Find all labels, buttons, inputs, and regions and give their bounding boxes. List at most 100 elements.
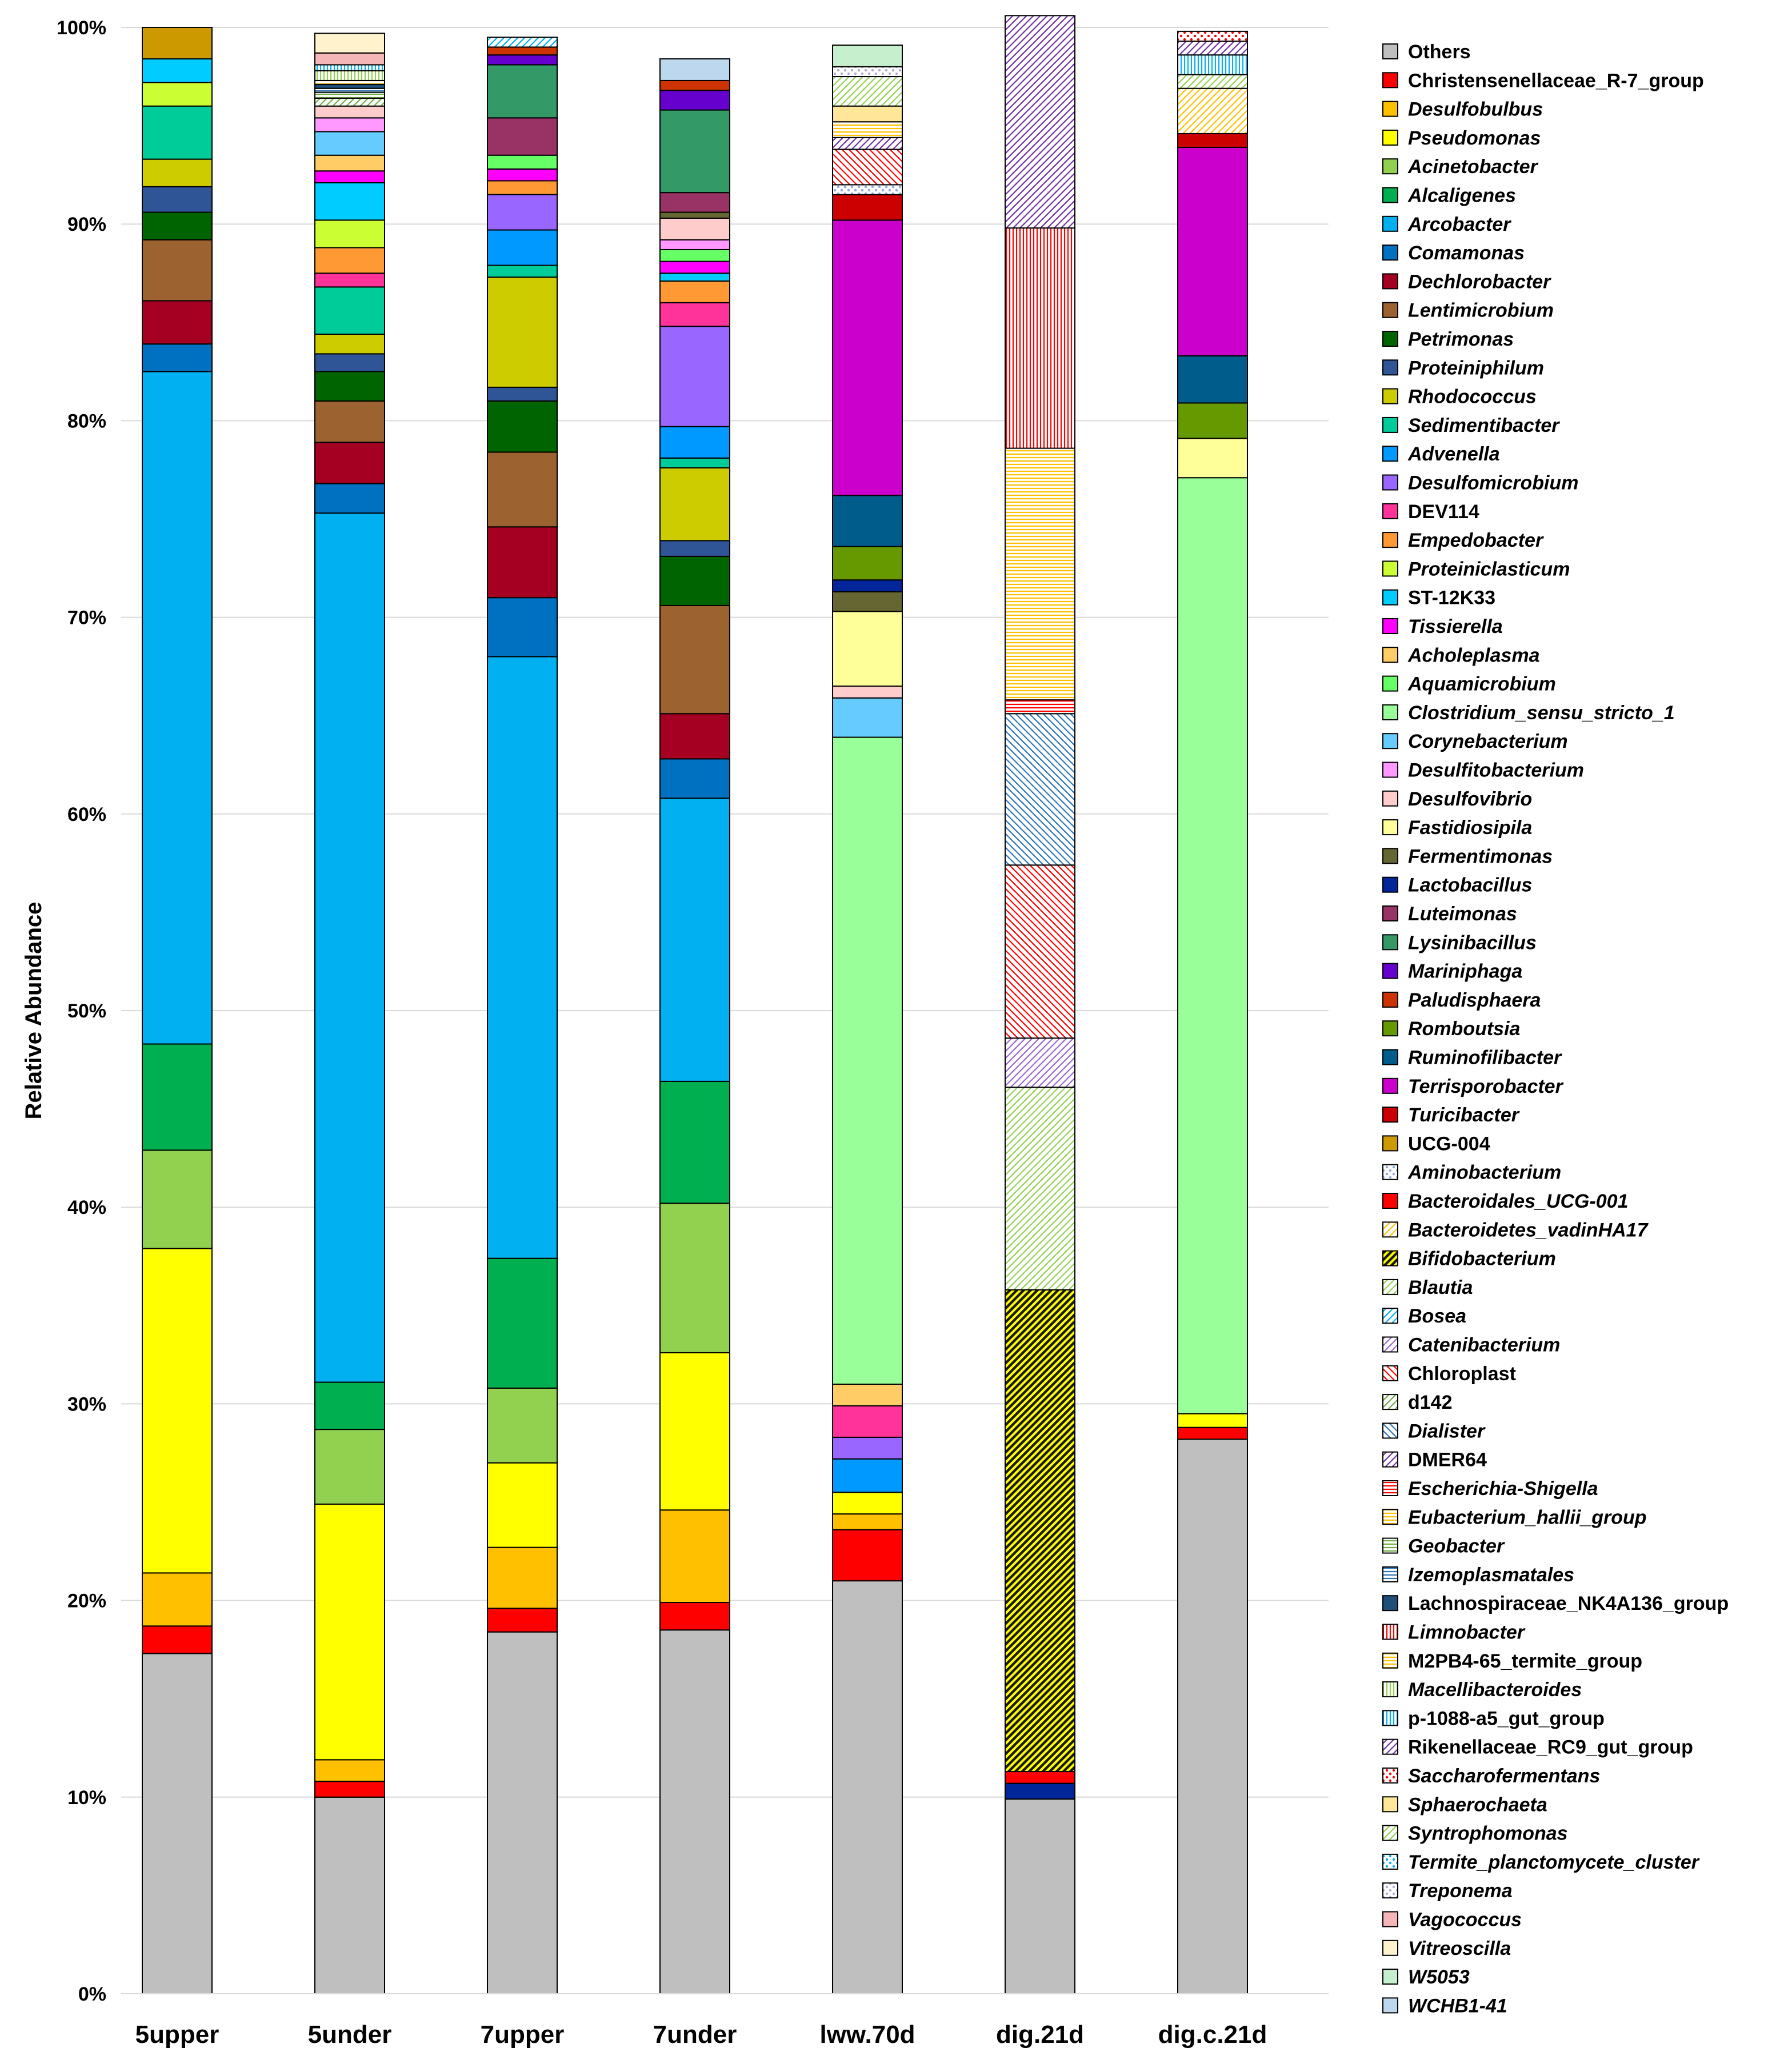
y-tick-label: 50% [67,1000,106,1022]
legend-item: Arcobacter [1382,214,1511,235]
legend-swatch [1382,991,1398,1008]
bar-segment [1005,447,1075,701]
legend-swatch [1382,1911,1398,1927]
legend-swatch [1382,101,1398,117]
legend-label: Fastidiosipila [1408,817,1532,839]
legend-swatch [1382,934,1398,951]
legend-swatch [1382,1853,1398,1870]
legend-item: DEV114 [1382,501,1479,523]
legend-swatch [1382,905,1398,921]
bar-segment [659,260,730,274]
bar-segment [314,219,385,249]
legend-swatch [1382,129,1398,146]
bar-segment [659,272,730,282]
bars [142,15,1248,1995]
bar-segment [832,137,903,150]
bar-segment [142,82,213,107]
bar-segment [142,371,213,1045]
bar-segment [314,79,385,85]
bar-segment [487,180,558,195]
legend-swatch [1382,388,1398,404]
x-tick-label: dig.c.21d [1158,2021,1267,2049]
bar-segment [314,52,385,66]
legend-label: Syntrophomonas [1408,1823,1568,1845]
legend-label: Turicibacter [1408,1104,1520,1126]
bar-segment [659,457,730,469]
bar-segment [142,1572,213,1627]
bar-segment [1177,1426,1248,1440]
legend-label: Limnobacter [1408,1622,1526,1644]
bar-segment [832,149,903,186]
legend-item: Luteimonas [1382,903,1517,925]
bar-segment [314,512,385,1383]
legend-swatch [1382,762,1398,778]
legend-label: Treponema [1408,1880,1513,1902]
bar-segment [314,371,385,402]
legend-swatch [1382,1796,1398,1813]
bar-segment [487,386,558,402]
bar-segment [142,1149,213,1249]
bar-segment [832,184,903,195]
legend-swatch [1382,1624,1398,1640]
bar-segment [314,353,385,372]
legend-item: Bosea [1382,1305,1466,1327]
legend-item: Fermentimonas [1382,845,1553,867]
legend-item: Lysinibacillus [1382,932,1537,953]
bar-segment [314,1503,385,1761]
legend-label: p-1088-a5_gut_group [1408,1708,1605,1729]
legend-item: Sedimentibacter [1382,415,1560,436]
legend-item: Petrimonas [1382,328,1514,350]
legend-label: Romboutsia [1408,1018,1520,1040]
legend-label: Proteiniclasticum [1408,558,1570,580]
legend-item: W5053 [1382,1966,1470,1988]
legend-item: Syntrophomonas [1382,1823,1568,1845]
bar-segment [1177,146,1248,356]
legend: Others Christensenellaceae_R-7_group Desul… [1382,41,1729,2017]
legend-item: Escherichia-Shigella [1382,1478,1598,1500]
bar-segment [314,83,385,89]
x-tick-label: 7upper [481,2021,565,2049]
legend-swatch [1382,273,1398,290]
bar-segment [659,192,730,213]
legend-label: Tissierella [1408,616,1503,638]
legend-label: Desulfobulbus [1408,99,1543,121]
legend-item: Turicibacter [1382,1104,1520,1126]
y-tick-label: 20% [67,1590,106,1612]
bar-segment [487,154,558,170]
bar-segment [832,66,903,78]
legend-swatch [1382,848,1398,864]
bar-segment [487,117,558,156]
bar-segment [1177,87,1248,134]
bar-segment [314,483,385,514]
legend-swatch [1382,704,1398,720]
legend-swatch [1382,1336,1398,1353]
legend-label: Ruminofilibacter [1408,1047,1562,1069]
bar-segment [1005,15,1075,229]
y-axis-label: Relative Abundance [21,902,46,1120]
bar-segment [314,182,385,221]
legend-swatch [1382,331,1398,347]
legend-label: Alcaligenes [1407,185,1516,207]
bar-segment [1005,1037,1075,1088]
legend-item: Tissierella [1382,616,1503,638]
legend-item: Desulfobulbus [1382,99,1543,121]
bar-segment [1177,30,1248,42]
legend-swatch [1382,1221,1398,1238]
legend-label: Others [1408,41,1471,63]
y-tick-label: 60% [67,804,106,825]
legend-item: Eubacterium_hallii_group [1382,1506,1647,1528]
legend-label: Terrisporobacter [1408,1076,1564,1097]
legend-item: Vitreoscilla [1382,1938,1511,1959]
legend-item: Proteiniclasticum [1382,558,1570,580]
bar-stack-lww.70d [832,44,903,1994]
bar-segment [659,540,730,557]
legend-item: d142 [1382,1392,1453,1413]
bar-segment [487,526,558,599]
bar-segment [832,121,903,138]
legend-label: Aminobacterium [1407,1162,1561,1184]
legend-label: Eubacterium_hallii_group [1408,1506,1647,1528]
bar-segment [487,168,558,182]
legend-swatch [1382,1107,1398,1123]
bar-segment [142,158,213,187]
legend-swatch [1382,1882,1398,1899]
